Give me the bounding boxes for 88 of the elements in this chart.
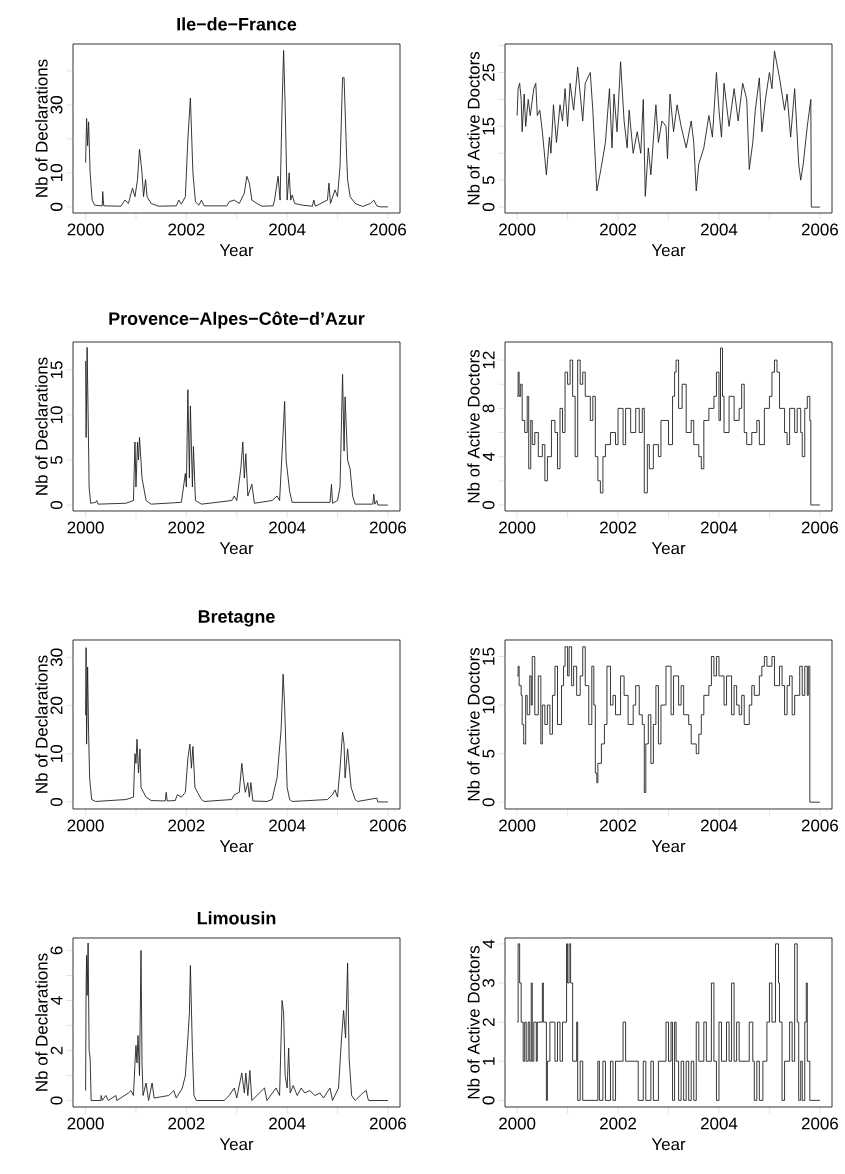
y-axis-title: Nb of Declarations [35, 357, 48, 495]
y-tick-label: 5 [482, 749, 495, 758]
y-tick-label: 30 [50, 96, 63, 114]
y-tick-label: 2 [50, 1046, 63, 1055]
y-tick-label: 0 [482, 203, 495, 212]
x-axis-title: Year [651, 840, 686, 853]
x-tick-label: 2006 [801, 521, 838, 534]
x-tick-label: 2004 [269, 223, 306, 236]
x-tick-label: 2002 [168, 819, 205, 832]
chart-title: Ile−de−France [177, 17, 297, 31]
y-tick-label: 3 [482, 979, 495, 988]
y-tick-label: 4 [50, 996, 63, 1005]
y-tick-label: 15 [50, 361, 63, 379]
x-axis-title: Year [651, 244, 686, 257]
y-tick-label: 12 [482, 351, 495, 369]
x-axis-title: Year [219, 840, 254, 853]
y-tick-label: 6 [50, 946, 63, 955]
x-tick-label: 2004 [700, 521, 738, 534]
line-series [85, 942, 389, 1101]
x-tick-label: 2000 [499, 1117, 536, 1130]
x-tick-label: 2000 [499, 223, 536, 236]
x-tick-label: 2002 [168, 1117, 205, 1130]
x-axis-title: Year [651, 1138, 686, 1151]
y-axis-title: Nb of Declarations [35, 59, 48, 197]
y-axis-title: Nb of Declarations [35, 953, 48, 1091]
y-tick-label: 25 [482, 63, 495, 82]
y-tick-label: 4 [482, 452, 495, 461]
line-series [85, 346, 389, 506]
y-axis-title: Nb of Active Doctors [467, 945, 480, 1099]
x-tick-label: 2002 [600, 521, 637, 534]
y-tick-label: 5 [482, 176, 495, 185]
y-tick-label: 5 [50, 456, 63, 465]
x-axis-title: Year [219, 542, 254, 555]
x-tick-label: 2006 [369, 521, 406, 534]
x-tick-label: 2006 [801, 223, 838, 236]
x-tick-label: 2000 [67, 819, 104, 832]
x-tick-label: 2000 [499, 521, 536, 534]
x-tick-label: 2000 [67, 1117, 104, 1130]
y-tick-label: 10 [482, 696, 495, 714]
x-tick-label: 2004 [269, 819, 306, 832]
y-tick-label: 15 [482, 117, 495, 135]
x-tick-label: 2000 [67, 223, 104, 236]
x-tick-label: 2002 [600, 819, 637, 832]
y-axis-title: Nb of Active Doctors [467, 51, 480, 205]
x-axis-title: Year [219, 1138, 254, 1151]
line-series [85, 50, 389, 208]
x-tick-label: 2006 [369, 1117, 406, 1130]
x-tick-label: 2006 [369, 819, 406, 832]
y-tick-label: 0 [50, 500, 63, 510]
x-tick-label: 2006 [801, 819, 838, 832]
chart-title: Bretagne [198, 610, 275, 627]
y-axis-title: Nb of Active Doctors [467, 349, 480, 503]
x-tick-label: 2000 [67, 521, 104, 534]
x-tick-label: 2004 [700, 223, 738, 236]
x-tick-label: 2004 [269, 521, 306, 534]
y-tick-label: 1 [482, 1057, 495, 1065]
y-tick-label: 0 [482, 1096, 495, 1105]
x-tick-label: 2002 [600, 1117, 637, 1130]
chart-title: Provence−Alpes−Côte−d’Azur [109, 311, 365, 329]
x-axis-title: Year [219, 244, 254, 257]
y-tick-label: 10 [50, 164, 63, 181]
x-tick-label: 2002 [168, 223, 205, 236]
x-tick-label: 2002 [168, 521, 205, 534]
y-tick-label: 0 [50, 797, 63, 807]
line-series [516, 50, 821, 208]
x-tick-label: 2006 [801, 1117, 838, 1130]
chart-title: Limousin [197, 911, 276, 925]
y-tick-label: 4 [482, 939, 495, 949]
y-tick-label: 30 [50, 648, 63, 667]
y-tick-label: 10 [50, 744, 63, 762]
y-axis-title: Nb of Declarations [35, 655, 48, 793]
y-tick-label: 20 [50, 696, 63, 715]
x-tick-label: 2004 [700, 819, 738, 832]
y-tick-label: 2 [482, 1018, 495, 1026]
y-tick-label: 0 [482, 798, 495, 807]
y-tick-label: 15 [482, 647, 495, 665]
y-tick-label: 10 [50, 406, 63, 424]
y-tick-label: 8 [482, 404, 495, 413]
y-axis-title: Nb of Active Doctors [467, 647, 480, 801]
x-tick-label: 2004 [269, 1117, 306, 1130]
y-tick-label: 0 [482, 500, 495, 510]
y-tick-label: 0 [50, 202, 63, 211]
x-tick-label: 2002 [600, 223, 637, 236]
x-tick-label: 2004 [700, 1117, 738, 1130]
x-axis-title: Year [651, 542, 686, 555]
y-tick-label: 0 [50, 1096, 63, 1105]
x-tick-label: 2000 [499, 819, 536, 832]
x-tick-label: 2006 [369, 223, 406, 236]
